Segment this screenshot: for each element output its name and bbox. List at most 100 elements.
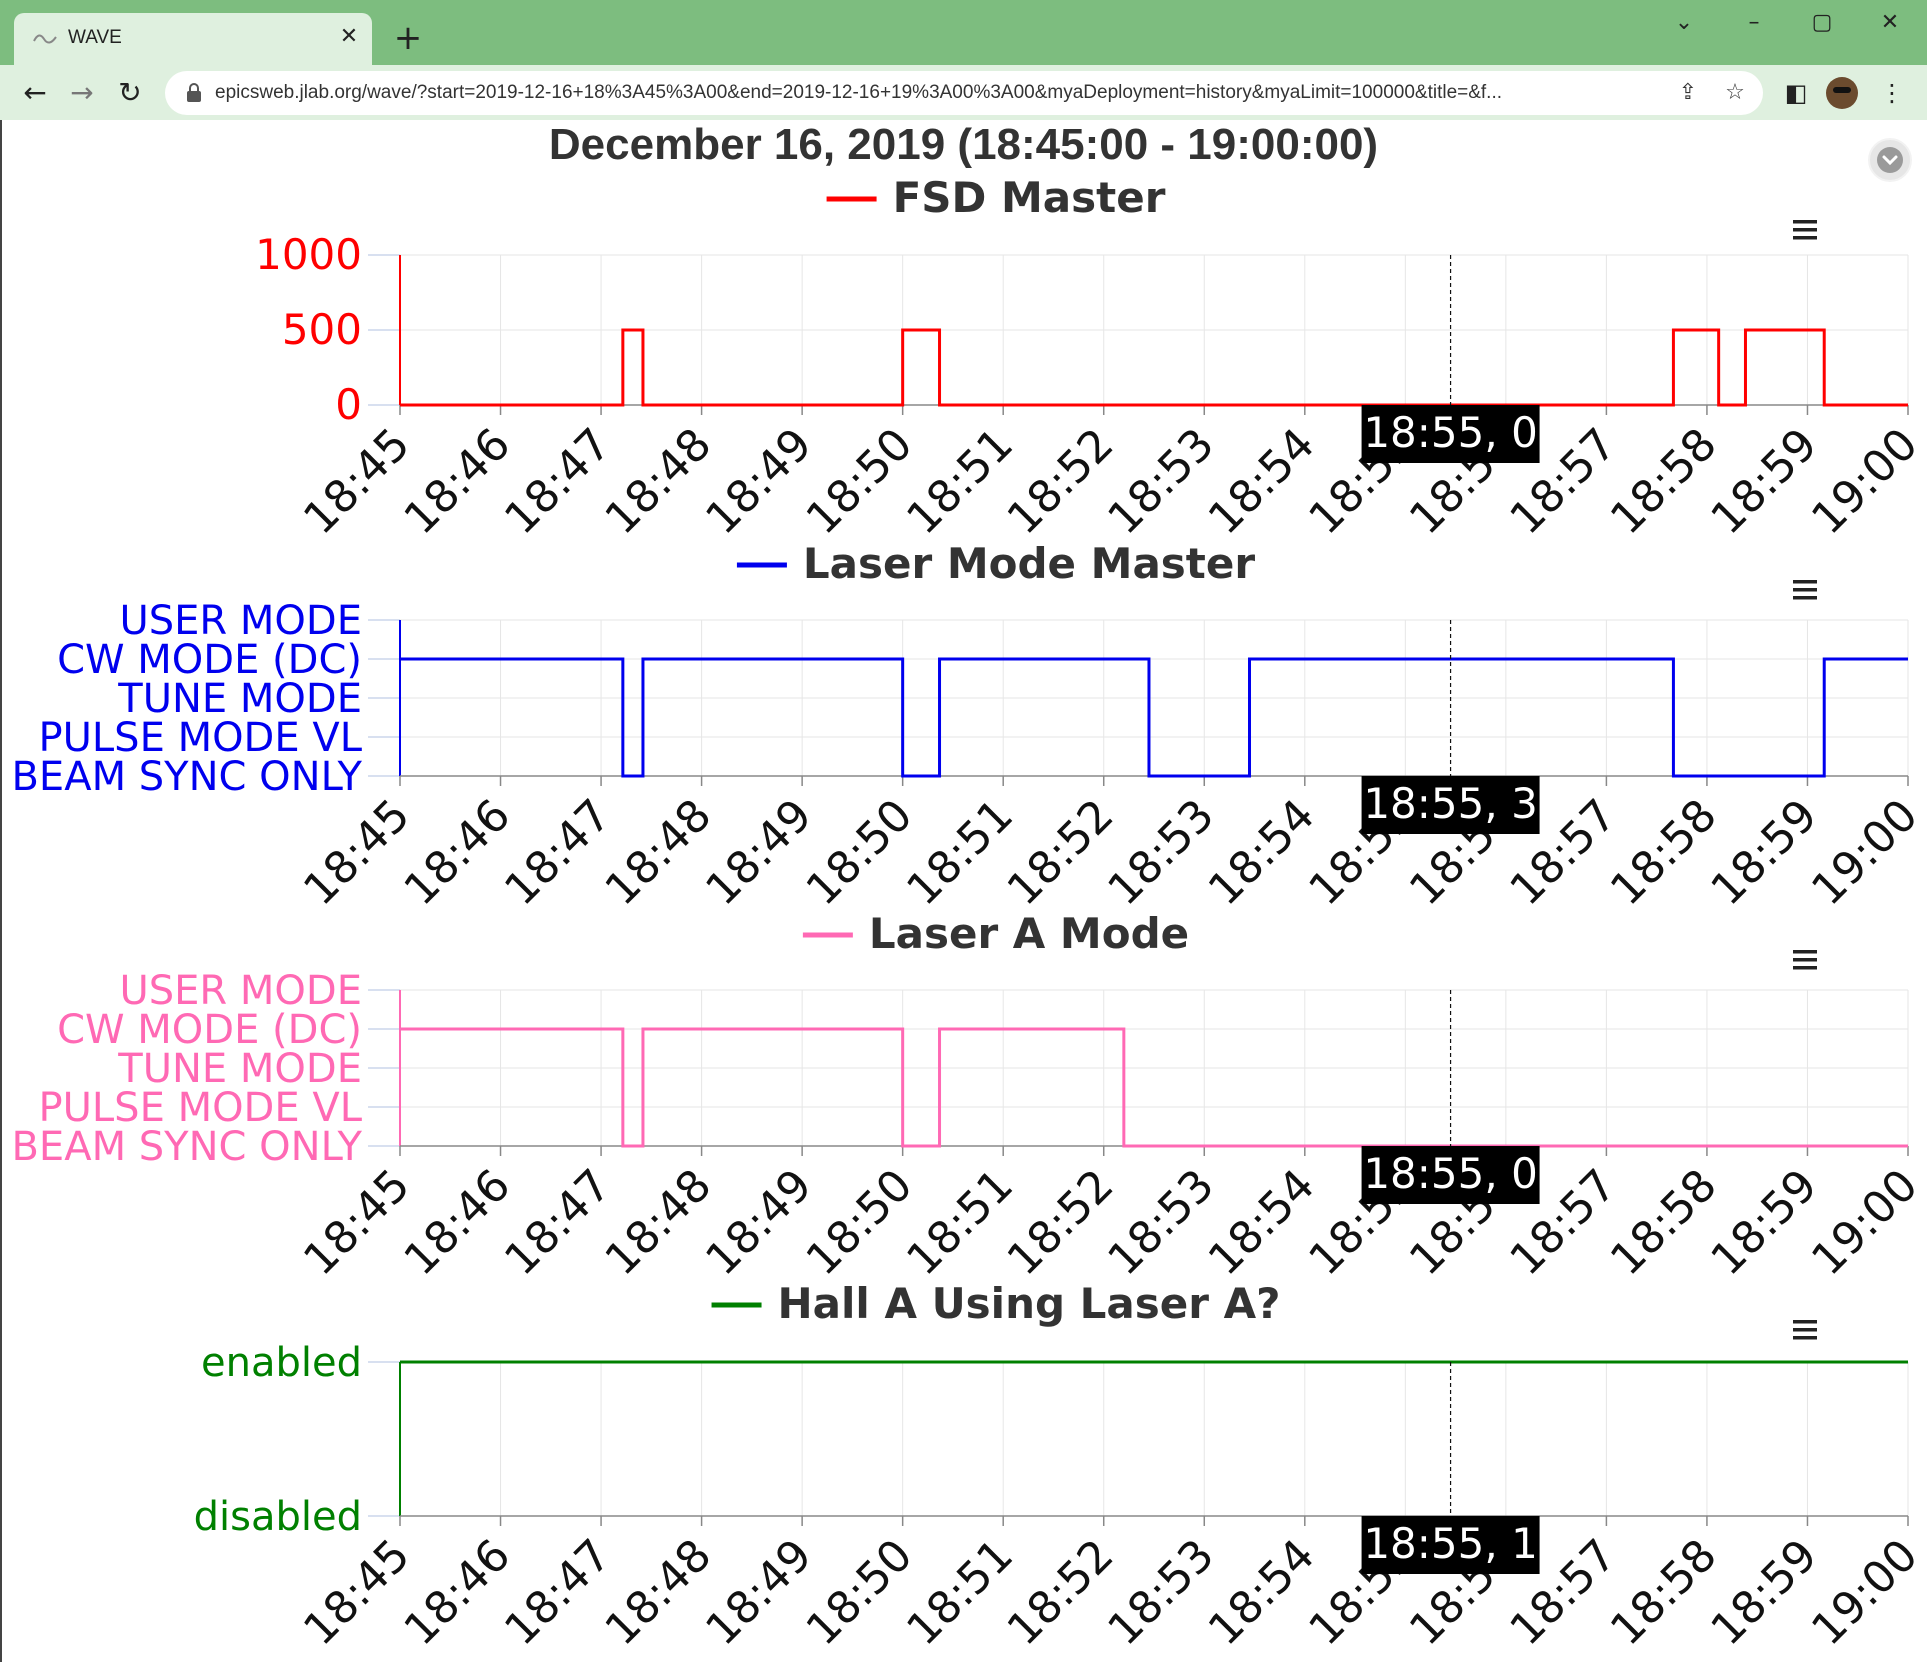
hamburger-icon[interactable] (1793, 950, 1817, 970)
wave-favicon (33, 34, 57, 44)
legend-label: FSD Master (893, 173, 1166, 222)
legend-label: Hall A Using Laser A? (778, 1280, 1281, 1328)
x-tick-label: 19:00 (1802, 419, 1927, 540)
y-tick-label: TUNE MODE (117, 676, 362, 722)
x-tick-label: 18:48 (596, 1160, 722, 1280)
plus-icon[interactable]: + (393, 18, 423, 58)
y-tick-label: 1000 (255, 230, 362, 279)
page-title: December 16, 2019 (18:45:00 - 19:00:00) (548, 120, 1379, 169)
x-tick-label: 18:52 (998, 419, 1124, 540)
x-tick-label: 18:45 (294, 1160, 420, 1280)
x-tick-label: 18:59 (1702, 1530, 1828, 1656)
x-tick-label: 18:51 (897, 419, 1023, 540)
y-tick-label: 0 (335, 380, 362, 429)
y-tick-label: USER MODE (119, 968, 362, 1014)
reload-icon[interactable]: ↻ (118, 76, 142, 109)
x-tick-label: 18:59 (1702, 1160, 1828, 1280)
forward-arrow-icon[interactable]: → (70, 76, 94, 109)
legend-label: Laser Mode Master (803, 540, 1255, 588)
back-arrow-icon[interactable]: ← (23, 76, 47, 109)
x-tick-label: 18:50 (797, 1530, 923, 1656)
x-tick-label: 18:54 (1199, 419, 1325, 540)
x-tick-label: 18:53 (1098, 1530, 1224, 1656)
x-tick-label: 18:58 (1601, 419, 1727, 540)
window-close-icon[interactable]: ✕ (1880, 10, 1900, 35)
x-tick-label: 18:47 (495, 790, 621, 910)
chevron-down-icon[interactable]: ⌄ (1674, 10, 1694, 35)
y-tick-label: CW MODE (DC) (57, 637, 362, 683)
sidebar-icon[interactable]: ◧ (1784, 79, 1808, 107)
browser-tab[interactable]: WAVE ✕ (14, 13, 372, 65)
browser-chrome: WAVE ✕ + ⌄ – ▢ ✕ ← → ↻ epicsweb.jlab.org… (0, 0, 1927, 120)
close-icon[interactable]: ✕ (339, 24, 359, 49)
y-tick-label: TUNE MODE (117, 1046, 362, 1092)
tab-title: WAVE (68, 27, 122, 48)
star-icon[interactable]: ☆ (1725, 80, 1745, 105)
x-tick-label: 18:46 (395, 419, 521, 540)
x-tick-label: 18:49 (696, 790, 822, 910)
x-tick-label: 18:47 (495, 419, 621, 540)
x-tick-label: 18:54 (1199, 1530, 1325, 1656)
x-tick-label: 18:45 (294, 419, 420, 540)
address-bar[interactable]: epicsweb.jlab.org/wave/?start=2019-12-16… (165, 71, 1763, 115)
maximize-icon[interactable]: ▢ (1811, 10, 1833, 35)
x-tick-label: 18:52 (998, 790, 1124, 910)
crosshair-label-box (1361, 405, 1540, 463)
x-tick-label: 18:58 (1601, 1160, 1727, 1280)
x-tick-label: 18:47 (495, 1530, 621, 1656)
series-line (400, 1027, 1908, 1148)
x-tick-label: 18:59 (1702, 419, 1828, 540)
x-tick-label: 18:46 (395, 790, 521, 910)
x-tick-label: 18:58 (1601, 1530, 1727, 1656)
x-tick-label: 18:47 (495, 1160, 621, 1280)
x-tick-label: 18:52 (998, 1160, 1124, 1280)
lock-icon (187, 83, 201, 102)
x-tick-label: 18:50 (797, 1160, 923, 1280)
legend: Laser Mode Master (736, 540, 1255, 588)
hamburger-icon[interactable] (1793, 580, 1817, 600)
y-tick-label: enabled (201, 1340, 362, 1386)
x-tick-label: 19:00 (1802, 790, 1927, 910)
x-tick-label: 18:52 (998, 1530, 1124, 1656)
y-tick-label: PULSE MODE VL (39, 715, 363, 761)
x-tick-label: 18:48 (596, 790, 722, 910)
x-tick-label: 18:53 (1098, 419, 1224, 540)
browser-toolbar: ← → ↻ epicsweb.jlab.org/wave/?start=2019… (0, 65, 1927, 120)
y-tick-label: USER MODE (119, 598, 362, 644)
legend-label: Laser A Mode (869, 910, 1189, 958)
x-tick-label: 18:54 (1199, 790, 1325, 910)
crosshair-label-box (1361, 1516, 1540, 1574)
legend: Hall A Using Laser A? (711, 1280, 1281, 1328)
x-tick-label: 18:59 (1702, 790, 1828, 910)
chevron-down-circle-icon[interactable] (1868, 138, 1912, 182)
x-tick-label: 18:49 (696, 1160, 822, 1280)
share-icon[interactable]: ⇪ (1678, 80, 1698, 105)
chart-hall-a-using-laser-a: Hall A Using Laser A? disabled enabled 18:4… (194, 1280, 1927, 1656)
hamburger-icon[interactable] (1793, 1320, 1817, 1340)
minimize-icon[interactable]: – (1748, 10, 1760, 35)
x-tick-label: 18:50 (797, 419, 923, 540)
chart-fsd-master: FSD Master0500100018:4518:4618:4718:4818… (255, 173, 1927, 540)
x-tick-label: 18:53 (1098, 1160, 1224, 1280)
window-border (0, 120, 2, 1662)
x-tick-label: 18:48 (596, 419, 722, 540)
y-tick-label: PULSE MODE VL (39, 1085, 363, 1131)
crosshair-label: 18:55, 0 (1363, 408, 1537, 457)
crosshair-label: 18:55, 3 (1363, 779, 1537, 828)
y-tick-label: CW MODE (DC) (57, 1007, 362, 1053)
profile-avatar[interactable] (1826, 77, 1858, 109)
y-tick-label: 500 (282, 305, 362, 354)
y-tick-label: BEAM SYNC ONLY (11, 754, 362, 800)
x-tick-label: 18:46 (395, 1160, 521, 1280)
x-tick-label: 18:51 (897, 1530, 1023, 1656)
hamburger-icon[interactable] (1793, 220, 1817, 240)
series-line (400, 328, 1908, 407)
kebab-menu-icon[interactable]: ⋮ (1880, 79, 1904, 107)
legend: FSD Master (826, 173, 1166, 222)
x-tick-label: 18:49 (696, 419, 822, 540)
x-tick-label: 19:00 (1802, 1530, 1927, 1656)
url-text[interactable]: epicsweb.jlab.org/wave/?start=2019-12-16… (215, 82, 1503, 103)
x-tick-label: 18:53 (1098, 790, 1224, 910)
